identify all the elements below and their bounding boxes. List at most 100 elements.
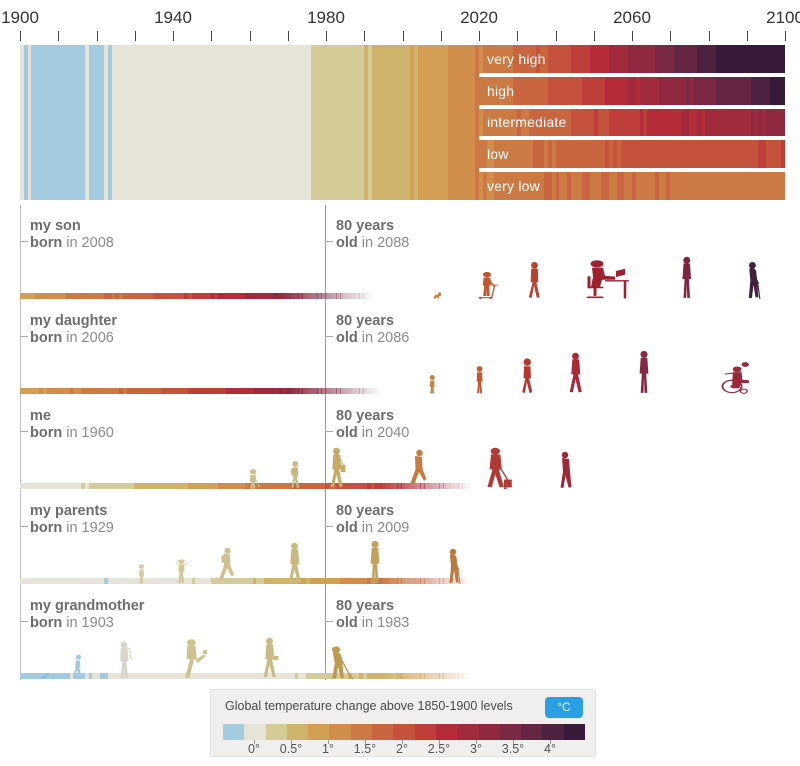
lifespan-year-stripe [424,483,429,489]
lifespan-year-stripe [168,293,173,299]
lifespan-year-stripe [386,673,391,679]
lifespan-year-stripe [359,388,364,394]
lifespan-year-stripe [225,388,231,394]
colorbar-tick [476,740,477,744]
scenario-year-stripe [643,140,648,169]
year-stripe [31,45,36,200]
lifespan-year-stripe [283,293,288,299]
year-stripe [157,45,162,200]
scenario-year-stripe [566,140,572,169]
lifespan-year-stripe [233,293,238,299]
scenario-year-stripe [769,140,774,169]
lifespan-year-stripe [65,483,70,489]
axis-tick [402,31,404,41]
axis-tick [593,31,595,41]
lifespan-year-stripe [31,673,36,679]
year-stripe [459,45,465,200]
scenario-year-stripe [624,172,629,200]
lifespan-year-stripe [73,388,78,394]
lifespan-year-stripe [355,388,360,394]
lifespan-year-stripe [142,483,147,489]
scenario-year-stripe [486,172,491,200]
lifespan-year-stripe [77,293,82,299]
scenario-year-stripe [739,172,744,200]
lifespan-year-stripe [103,388,109,394]
lifespan-year-stripe [31,483,36,489]
lifespan-year-stripe [96,483,101,489]
scenario-year-stripe [719,140,725,169]
scenario-year-stripe [486,108,491,137]
colorbar-tick-label: 4° [544,742,556,756]
scenario-year-stripe [544,172,549,200]
lifespan-year-stripe [237,578,242,584]
scenario-year-stripe [509,140,514,169]
age-80-divider-line [325,205,326,680]
scenario-year-stripe [739,140,744,169]
scenario-year-stripe [536,108,541,137]
scenario-year-stripe [754,45,759,73]
scenario-year-stripe [482,108,488,137]
year-stripe [287,45,292,200]
colorbar-swatch [457,724,479,740]
lifespan-year-stripe [107,578,112,584]
lifespan-year-stripe [332,578,337,584]
year-stripe [383,45,388,200]
lifespan-year-stripe [46,483,51,489]
year-stripe [475,45,479,200]
scenario-year-stripe [666,140,671,169]
year-stripe [272,45,277,200]
lifespan-year-stripe [199,578,204,584]
colorbar-tick [254,740,255,744]
lifespan-year-stripe [115,388,120,394]
scenario-year-stripe [589,45,595,73]
lifespan-year-stripe [183,578,189,584]
scenario-year-stripe [536,140,541,169]
lifespan-year-stripe [321,293,326,299]
lifespan-year-stripe [351,578,356,584]
year-stripe [134,45,139,200]
scenario-year-stripe [754,108,759,137]
scenario-year-stripe [578,45,583,73]
lifespan-year-stripe [260,483,265,489]
lifespan-year-stripe [168,388,173,394]
year-stripe [260,45,266,200]
lifespan-year-stripe [286,578,292,584]
lifespan-year-stripe [222,293,227,299]
year-stripe [215,45,220,200]
lifespan-year-stripe [42,578,48,584]
scenario-year-stripe [670,45,675,73]
scenario-year-stripe [654,172,660,200]
year-stripe [283,45,289,200]
lifespan-year-stripe [336,483,341,489]
lifespan-year-stripe [168,483,173,489]
scenario-year-stripe [540,45,545,73]
scenario-year-stripe [612,45,618,73]
lifespan-year-stripe [366,483,372,489]
lifespan-year-stripe [172,388,177,394]
lifespan-year-stripe [69,673,74,679]
scenario-year-stripe [712,76,717,105]
figure-standing-adult-icon [370,540,380,583]
lifespan-year-stripe [412,673,417,679]
scenario-year-stripe [708,108,713,137]
lifespan-year-stripe [435,483,440,489]
scenario-year-stripe [517,108,522,137]
scenario-year-stripe [578,76,583,105]
lifespan-year-stripe [218,578,223,584]
scenario-year-stripe [490,140,495,169]
lifespan-year-stripe [61,483,67,489]
year-stripe [280,45,285,200]
lifespan-year-stripe [427,673,433,679]
lifespan-year-stripe [229,483,234,489]
lifespan-year-stripe [347,578,353,584]
unit-toggle-button[interactable]: °C [545,697,583,718]
colorbar-swatch [265,724,287,740]
lifespan-year-stripe [378,578,383,584]
scenario-year-stripe [559,45,564,73]
lifespan-year-stripe [210,388,215,394]
scenario-year-stripe [544,108,549,137]
scenario-year-stripe [609,172,614,200]
lifespan-year-stripe [283,578,288,584]
lifespan-year-stripe [241,673,246,679]
lifespan-year-stripe [294,578,299,584]
